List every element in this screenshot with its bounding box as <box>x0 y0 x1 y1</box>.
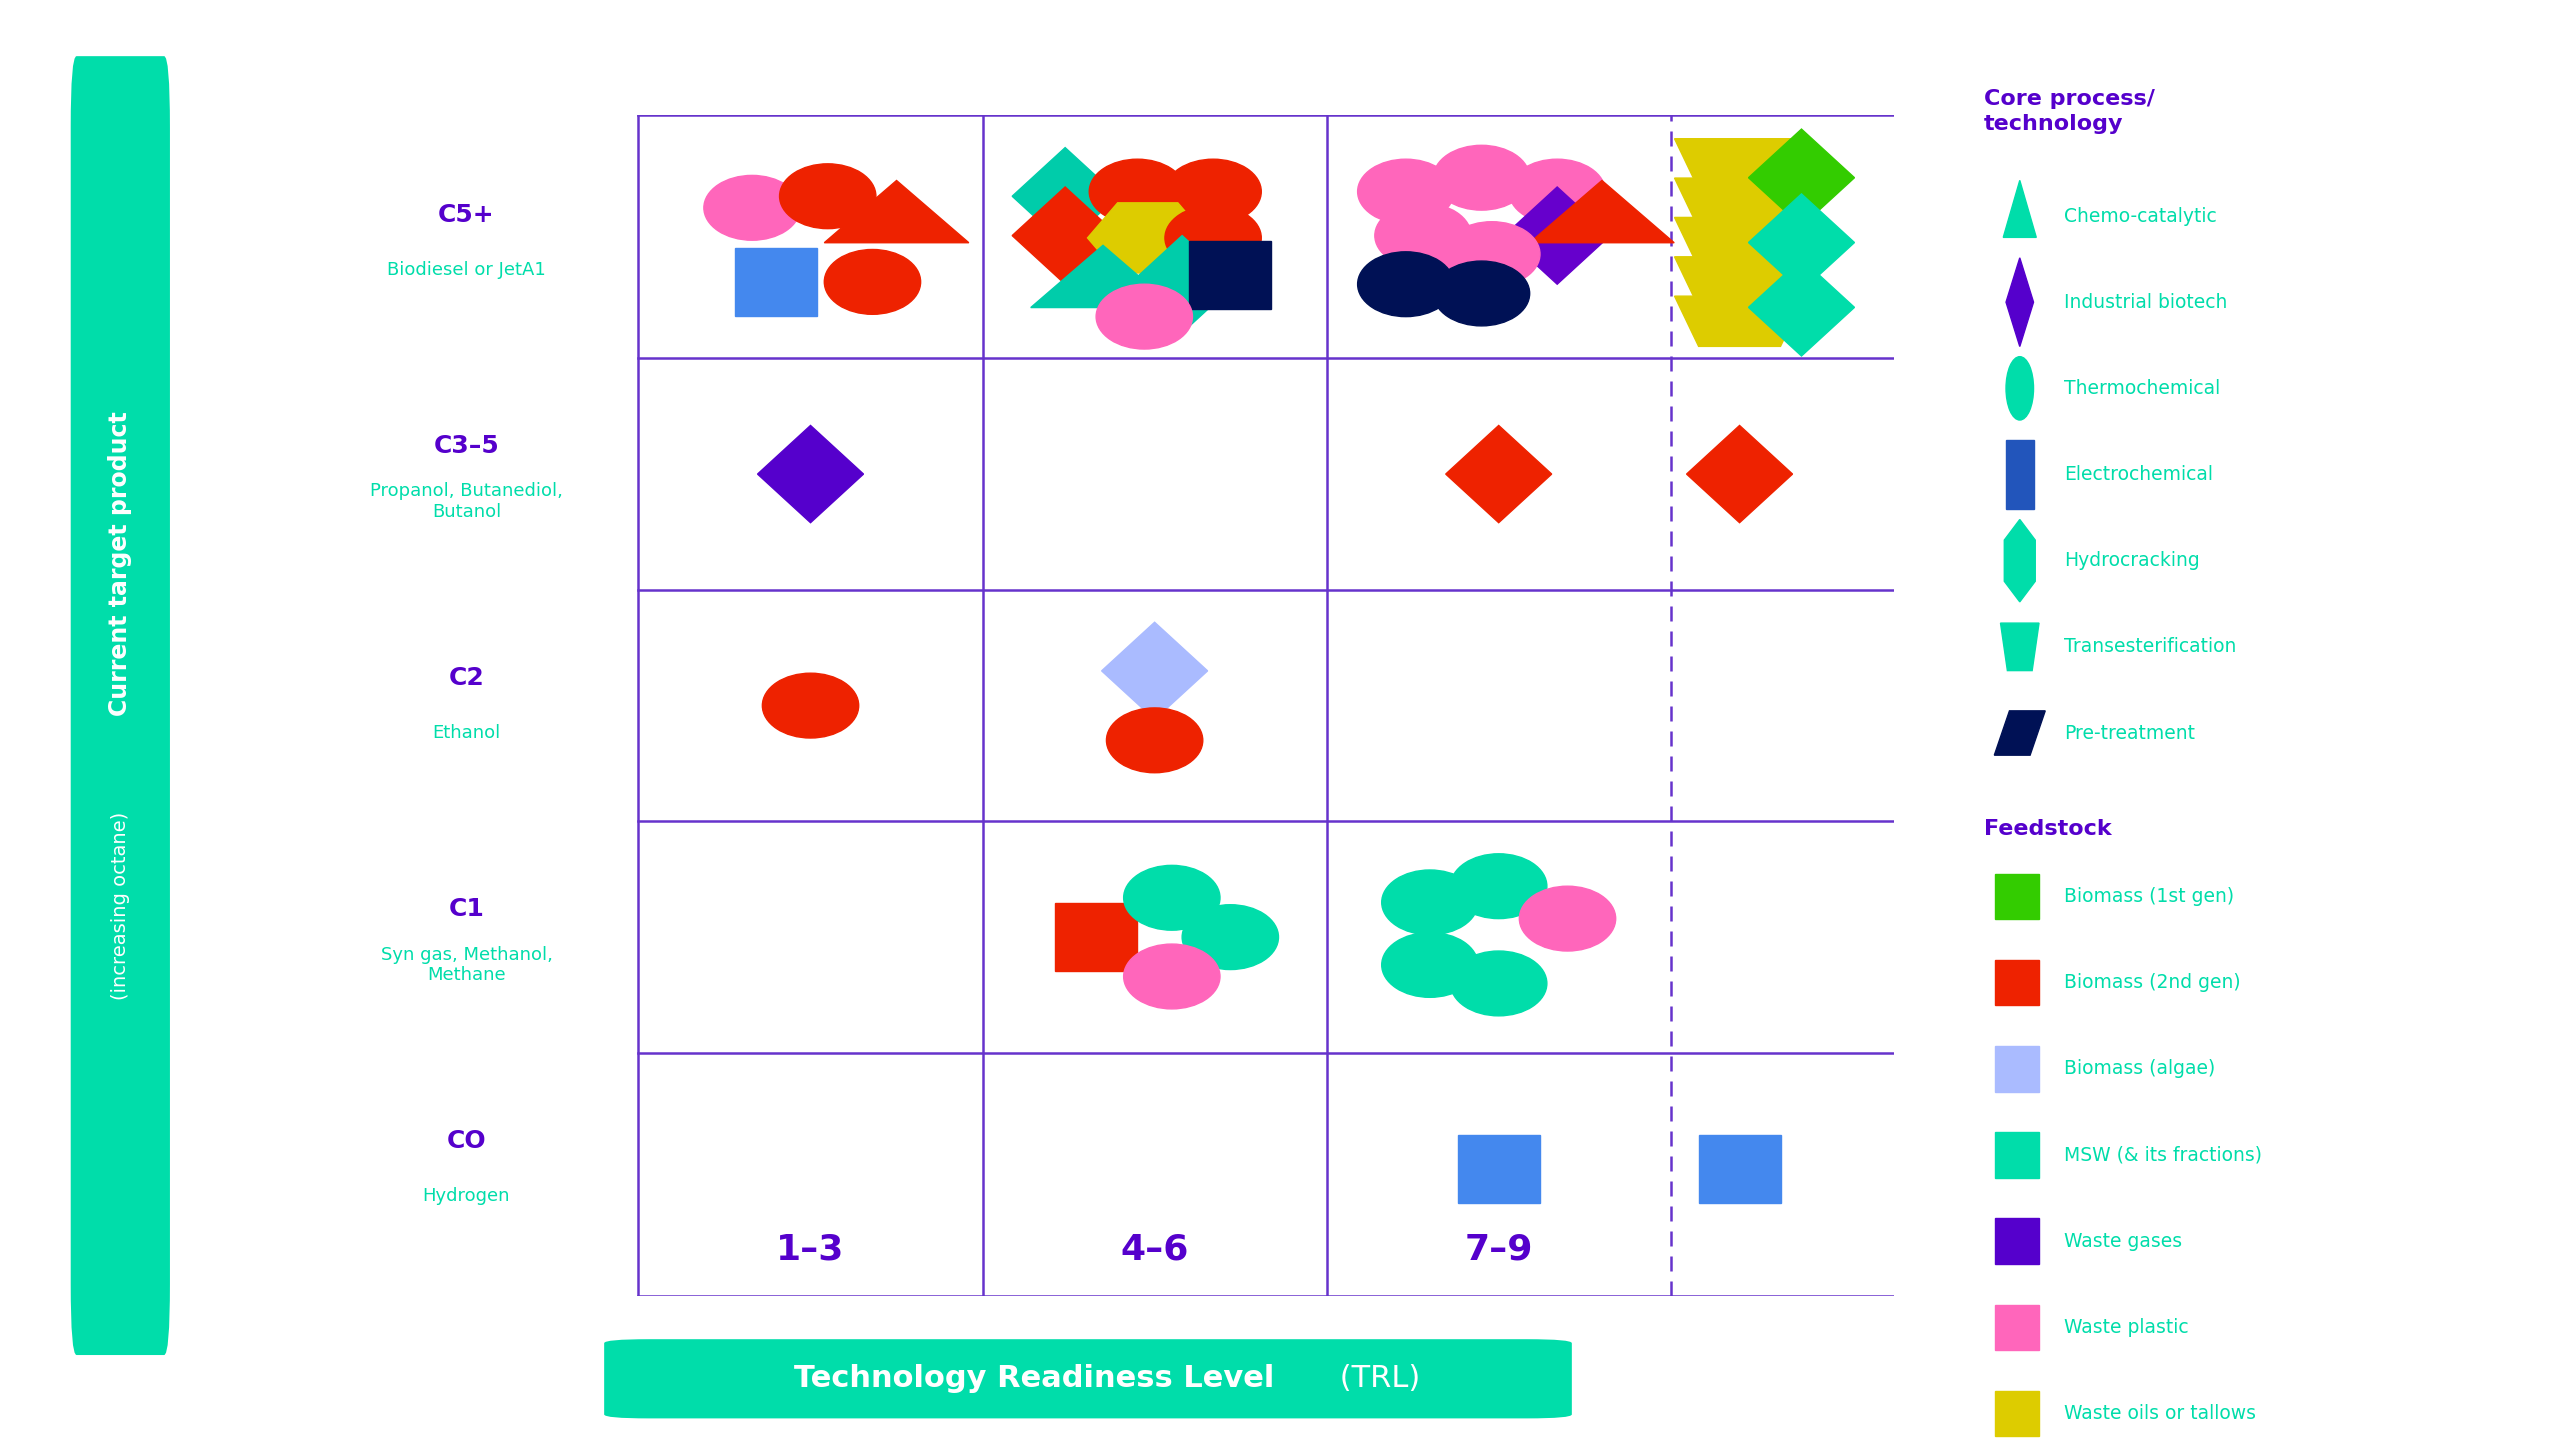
Text: Current target product: Current target product <box>108 412 133 716</box>
FancyBboxPatch shape <box>2007 439 2033 510</box>
Polygon shape <box>758 425 863 523</box>
Text: C3–5: C3–5 <box>433 435 499 458</box>
Text: (increasing octane): (increasing octane) <box>110 812 131 1001</box>
Text: Waste plastic: Waste plastic <box>2063 1318 2189 1336</box>
Text: Thermochemical: Thermochemical <box>2063 379 2220 397</box>
Polygon shape <box>1674 138 1805 189</box>
Circle shape <box>1444 222 1541 287</box>
Polygon shape <box>1032 245 1175 308</box>
Circle shape <box>1124 865 1221 930</box>
Polygon shape <box>2007 258 2033 347</box>
FancyBboxPatch shape <box>1994 1305 2038 1351</box>
FancyBboxPatch shape <box>72 56 169 1355</box>
Circle shape <box>1357 160 1454 225</box>
Text: Pre-treatment: Pre-treatment <box>2063 723 2194 743</box>
Text: Hydrocracking: Hydrocracking <box>2063 552 2199 570</box>
Polygon shape <box>1446 425 1551 523</box>
Polygon shape <box>1687 425 1792 523</box>
Text: Electrochemical: Electrochemical <box>2063 465 2212 484</box>
Text: Waste gases: Waste gases <box>2063 1231 2181 1251</box>
FancyBboxPatch shape <box>1994 874 2038 919</box>
Polygon shape <box>1674 217 1805 268</box>
Circle shape <box>1357 252 1454 317</box>
Polygon shape <box>1748 194 1853 291</box>
Polygon shape <box>1748 259 1853 356</box>
Text: Hydrogen: Hydrogen <box>422 1188 509 1205</box>
Circle shape <box>704 176 801 240</box>
Text: Waste oils or tallows: Waste oils or tallows <box>2063 1404 2255 1423</box>
Circle shape <box>763 672 858 739</box>
FancyBboxPatch shape <box>1994 960 2038 1005</box>
Text: Feedstock: Feedstock <box>1984 819 2112 840</box>
Text: Industrial biotech: Industrial biotech <box>2063 292 2227 311</box>
Text: Syn gas, Methanol,
Methane: Syn gas, Methanol, Methane <box>381 946 553 985</box>
Circle shape <box>1106 708 1203 773</box>
Text: CO: CO <box>445 1129 486 1153</box>
Polygon shape <box>1129 236 1234 333</box>
Text: MSW (& its fractions): MSW (& its fractions) <box>2063 1145 2263 1165</box>
Polygon shape <box>1531 180 1674 243</box>
Circle shape <box>1508 160 1605 225</box>
Polygon shape <box>1011 187 1119 284</box>
Circle shape <box>1375 203 1472 268</box>
Text: Transesterification: Transesterification <box>2063 638 2237 657</box>
Circle shape <box>1088 160 1185 225</box>
Polygon shape <box>1748 130 1853 226</box>
FancyBboxPatch shape <box>1994 1132 2038 1178</box>
Polygon shape <box>1999 624 2038 671</box>
FancyBboxPatch shape <box>1994 1045 2038 1092</box>
Circle shape <box>1096 284 1193 348</box>
Circle shape <box>1434 145 1531 210</box>
FancyBboxPatch shape <box>1055 903 1137 971</box>
Text: Propanol, Butanediol,
Butanol: Propanol, Butanediol, Butanol <box>371 482 563 521</box>
Circle shape <box>1165 160 1262 225</box>
FancyBboxPatch shape <box>604 1339 1572 1418</box>
Text: Biomass (algae): Biomass (algae) <box>2063 1060 2214 1079</box>
Text: 4–6: 4–6 <box>1121 1233 1188 1267</box>
Polygon shape <box>1101 622 1208 720</box>
Circle shape <box>2007 357 2033 420</box>
Text: Biomass (1st gen): Biomass (1st gen) <box>2063 887 2235 906</box>
Text: Ethanol: Ethanol <box>433 724 502 743</box>
Text: Technology Readiness Level: Technology Readiness Level <box>794 1364 1275 1394</box>
FancyBboxPatch shape <box>1700 1135 1782 1202</box>
Text: Chemo-catalytic: Chemo-catalytic <box>2063 206 2217 226</box>
Polygon shape <box>1674 256 1805 307</box>
Circle shape <box>1183 904 1277 969</box>
FancyBboxPatch shape <box>1457 1135 1539 1202</box>
Circle shape <box>1518 886 1615 950</box>
Text: Core process/
technology: Core process/ technology <box>1984 89 2156 134</box>
Polygon shape <box>824 180 968 243</box>
FancyBboxPatch shape <box>735 248 817 315</box>
Polygon shape <box>1011 148 1119 245</box>
FancyBboxPatch shape <box>1994 1391 2038 1436</box>
Text: 1–3: 1–3 <box>776 1233 845 1267</box>
Circle shape <box>1382 870 1477 935</box>
Text: Biodiesel or JetA1: Biodiesel or JetA1 <box>387 261 545 279</box>
Circle shape <box>781 164 876 229</box>
FancyBboxPatch shape <box>1190 240 1272 310</box>
Text: C5+: C5+ <box>438 203 494 226</box>
Polygon shape <box>1505 187 1610 284</box>
Circle shape <box>1124 945 1221 1009</box>
Polygon shape <box>2004 180 2035 238</box>
Circle shape <box>1452 950 1546 1015</box>
Polygon shape <box>1994 711 2045 755</box>
Text: C1: C1 <box>448 897 484 922</box>
FancyBboxPatch shape <box>1994 1218 2038 1264</box>
Text: 7–9: 7–9 <box>1464 1233 1533 1267</box>
Circle shape <box>1434 261 1531 325</box>
Text: C2: C2 <box>448 665 484 690</box>
Circle shape <box>1452 854 1546 919</box>
Circle shape <box>1382 933 1477 998</box>
Text: Biomass (2nd gen): Biomass (2nd gen) <box>2063 973 2240 992</box>
Polygon shape <box>1674 297 1805 347</box>
Text: (TRL): (TRL) <box>1329 1364 1421 1394</box>
Polygon shape <box>1674 179 1805 229</box>
Circle shape <box>824 249 922 314</box>
Circle shape <box>1165 206 1262 271</box>
